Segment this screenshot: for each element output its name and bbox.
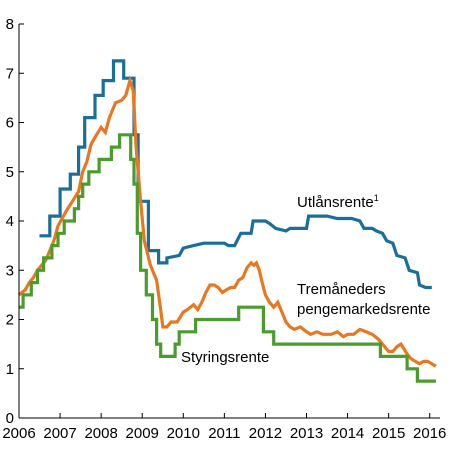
y-tick-label: 8: [6, 16, 14, 33]
y-tick-label: 3: [6, 262, 14, 279]
y-tick-label: 2: [6, 312, 14, 329]
x-tick-label: 2011: [208, 425, 240, 442]
series-label-utlansrente: Utlånsrente1: [297, 193, 379, 211]
y-tick-label: 6: [6, 115, 14, 132]
series-label-tremaneders-line1: Tremåneders: [297, 281, 386, 298]
series-line-0: [39, 59, 432, 290]
y-tick-label: 4: [6, 213, 14, 230]
series-label-tremaneders-line2: pengemarkedsrente: [297, 301, 430, 318]
x-tick-label: 2013: [290, 425, 323, 442]
y-tick-label: 1: [6, 361, 14, 378]
y-tick-label: 5: [6, 164, 14, 181]
ticks-layer: 0 1 2 3 4 5 6 7 8 2006 2007 2008 2009 2010 2011 2012 201…: [2, 16, 446, 442]
x-tick-label: 2015: [372, 425, 405, 442]
x-tick-label: 2014: [331, 425, 364, 442]
series-layer: [17, 59, 437, 383]
y-tick-label: 0: [6, 410, 14, 427]
x-tick-label: 2006: [2, 425, 35, 442]
x-tick-label: 2007: [43, 425, 76, 442]
y-tick-label: 7: [6, 65, 14, 82]
series-label-utlansrente-text: Utlånsrente: [297, 194, 374, 211]
x-tick-label: 2012: [249, 425, 282, 442]
series-label-utlansrente-sup: 1: [374, 193, 379, 203]
x-tick-label: 2009: [126, 425, 159, 442]
series-label-styringsrente: Styringsrente: [181, 349, 269, 366]
series-line-1: [17, 75, 437, 368]
x-tick-label: 2010: [167, 425, 200, 442]
x-tick-label: 2008: [84, 425, 117, 442]
x-tick-label: 2016: [413, 425, 446, 442]
series-line-2: [19, 133, 436, 383]
